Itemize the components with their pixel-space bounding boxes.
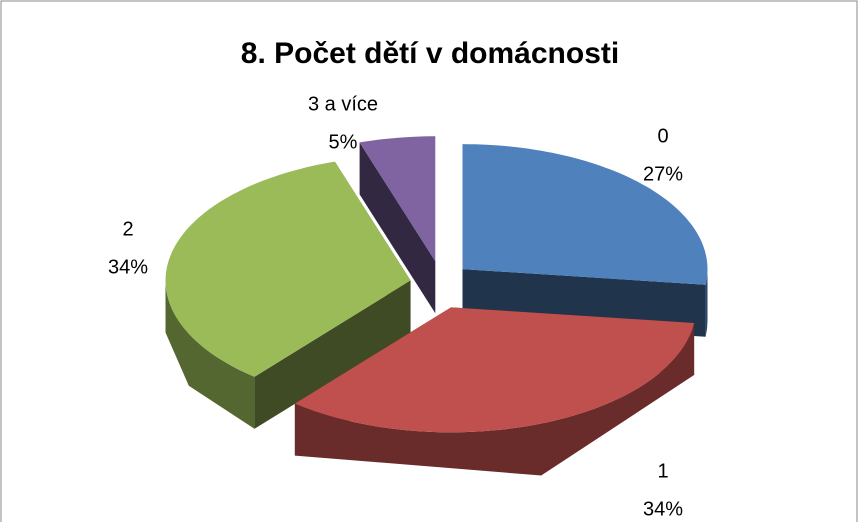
- slice-wall: [254, 280, 411, 429]
- slice-side: [294, 323, 695, 476]
- data-label-value: 27%: [643, 163, 683, 185]
- slice: [462, 144, 708, 285]
- chart-title: 8. Počet dětí v domácnosti: [241, 37, 619, 70]
- slice: [359, 136, 436, 262]
- data-label-value: 34%: [108, 256, 148, 278]
- slice-side: [705, 269, 708, 337]
- data-label-value: 5%: [329, 131, 358, 153]
- slice-side: [165, 280, 255, 429]
- data-label-category: 0: [657, 125, 668, 147]
- slice: [294, 307, 695, 433]
- slice: [165, 161, 411, 377]
- data-label-category: 1: [657, 460, 668, 482]
- data-label-category: 2: [122, 218, 133, 240]
- data-label-value: 34%: [643, 498, 683, 520]
- slice-wall: [359, 142, 436, 314]
- data-label-category: 3 a více: [308, 93, 378, 115]
